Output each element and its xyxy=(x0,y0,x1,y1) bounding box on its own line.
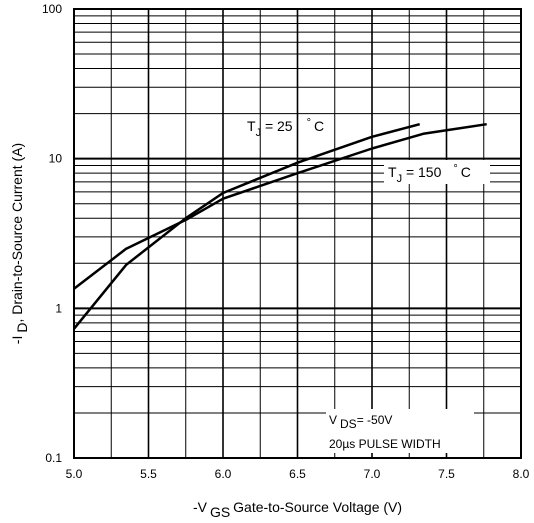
y-tick-label: 100 xyxy=(42,2,62,16)
vds-condition-rest: = -50V xyxy=(357,413,393,427)
y-tick-label: 1 xyxy=(55,301,62,315)
x-tick-label: 6.0 xyxy=(215,467,232,481)
vds-condition-v: V xyxy=(329,413,337,427)
series-label-tj-25-rest: = 25 xyxy=(261,118,293,134)
vds-condition-sub: DS xyxy=(340,417,357,431)
data-series xyxy=(73,122,487,330)
x-tick-label: 7.5 xyxy=(438,467,455,481)
x-tick-label: 5.5 xyxy=(140,467,157,481)
series-label-tj-150-sub: J xyxy=(397,173,403,185)
grid-lines xyxy=(74,9,521,458)
series-label-tj-150-rest: = 150 xyxy=(402,164,442,180)
x-tick-label: 5.0 xyxy=(66,467,83,481)
y-axis-title-rest: , Drain-to-Source Current (A) xyxy=(9,143,25,323)
series-label-tj-150-t: T xyxy=(388,164,397,180)
y-tick-label: 0.1 xyxy=(45,451,62,465)
series-line-tj-150 xyxy=(73,122,487,290)
test-conditions-box xyxy=(326,409,474,453)
x-tick-label: 6.5 xyxy=(289,467,306,481)
series-label-tj-150: TJ = 150 ° C xyxy=(388,163,471,185)
series-label-tj-150-bg xyxy=(384,160,490,184)
series-label-tj-25-t: T xyxy=(247,118,256,134)
x-axis-title-sub: GS xyxy=(210,504,230,520)
y-tick-labels: 0.1 1 10 100 xyxy=(42,2,62,465)
x-axis-title-prefix: -V xyxy=(193,499,208,515)
series-label-tj-25: TJ = 25 ° C xyxy=(247,117,324,139)
series-label-tj-25-unit: C xyxy=(314,118,324,134)
x-tick-label: 8.0 xyxy=(513,467,530,481)
x-axis-title-rest: Gate-to-Source Voltage (V) xyxy=(233,499,402,515)
y-axis-title-prefix: -I xyxy=(9,336,25,345)
vds-condition: V DS= -50V xyxy=(329,413,392,431)
y-tick-label: 10 xyxy=(49,152,63,166)
series-label-tj-25-deg: ° xyxy=(307,117,311,129)
plot-frame xyxy=(73,8,522,459)
y-axis-title-sub: D xyxy=(14,323,30,333)
x-tick-labels: 5.0 5.5 6.0 6.5 7.0 7.5 8.0 xyxy=(66,467,530,481)
series-label-tj-150-unit: C xyxy=(461,164,471,180)
pulse-width-condition: 20µs PULSE WIDTH xyxy=(329,437,441,451)
series-label-tj-150-deg: ° xyxy=(453,163,457,175)
x-axis-title: -V GS Gate-to-Source Voltage (V) xyxy=(193,499,402,520)
x-tick-label: 7.0 xyxy=(364,467,381,481)
series-label-tj-25-sub: J xyxy=(256,127,262,139)
y-axis-title: -I D, Drain-to-Source Current (A) xyxy=(9,143,30,344)
series-line-tj-25 xyxy=(73,122,421,330)
